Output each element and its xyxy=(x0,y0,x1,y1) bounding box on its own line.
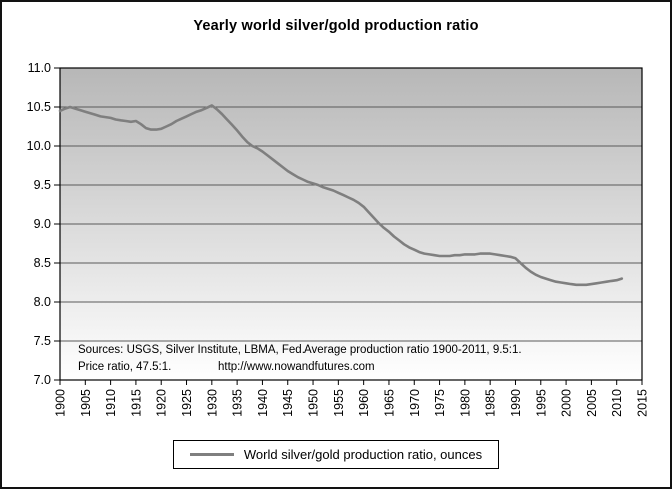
svg-text:1955: 1955 xyxy=(332,389,346,417)
svg-text:11.0: 11.0 xyxy=(28,61,51,75)
svg-text:7.0: 7.0 xyxy=(34,373,51,387)
svg-text:1915: 1915 xyxy=(129,389,143,417)
series-line xyxy=(58,104,624,287)
legend-line-marker xyxy=(189,453,234,456)
svg-text:1930: 1930 xyxy=(205,389,219,417)
svg-text:2000: 2000 xyxy=(560,389,574,417)
chart-title: Yearly world silver/gold production rati… xyxy=(193,18,479,34)
svg-text:9.5: 9.5 xyxy=(34,178,51,192)
svg-text:1910: 1910 xyxy=(104,389,118,417)
legend-box: World silver/gold production ratio, ounc… xyxy=(172,440,500,469)
svg-text:1990: 1990 xyxy=(509,389,523,417)
svg-text:Average production ratio 1900-: Average production ratio 1900-2011, 9.5:… xyxy=(304,344,522,356)
svg-text:1960: 1960 xyxy=(357,389,371,417)
legend: World silver/gold production ratio, ounc… xyxy=(2,440,670,469)
svg-text:1940: 1940 xyxy=(256,389,270,417)
svg-text:10.5: 10.5 xyxy=(27,100,51,114)
svg-text:1980: 1980 xyxy=(458,389,472,417)
svg-text:1995: 1995 xyxy=(534,389,548,417)
svg-text:2005: 2005 xyxy=(585,389,599,417)
svg-text:8.5: 8.5 xyxy=(34,256,51,270)
legend-label: World silver/gold production ratio, ounc… xyxy=(243,447,483,462)
svg-text:http://www.nowandfutures.com: http://www.nowandfutures.com xyxy=(218,361,375,373)
svg-text:Sources: USGS, Silver Institut: Sources: USGS, Silver Institute, LBMA, F… xyxy=(78,344,305,356)
svg-text:2010: 2010 xyxy=(610,389,624,417)
svg-text:2015: 2015 xyxy=(636,389,650,417)
svg-text:1935: 1935 xyxy=(231,389,245,417)
svg-text:1905: 1905 xyxy=(79,389,93,417)
chart-plot-area: 11.0 10.5 10.0 9.5 9.0 8.5 8.0 7.5 7.0 1900 1905 19… xyxy=(2,48,670,426)
svg-text:1925: 1925 xyxy=(180,389,194,417)
svg-text:1970: 1970 xyxy=(408,389,422,417)
svg-text:1975: 1975 xyxy=(433,389,447,417)
svg-text:1965: 1965 xyxy=(382,389,396,417)
svg-text:1945: 1945 xyxy=(281,389,295,417)
svg-text:1950: 1950 xyxy=(307,389,321,417)
svg-text:10.0: 10.0 xyxy=(27,139,51,153)
svg-text:9.0: 9.0 xyxy=(34,217,51,231)
svg-text:Price ratio, 47.5:1.: Price ratio, 47.5:1. xyxy=(78,361,171,373)
svg-text:1985: 1985 xyxy=(484,389,498,417)
svg-text:7.5: 7.5 xyxy=(34,334,51,348)
svg-text:1900: 1900 xyxy=(54,389,68,417)
svg-text:1920: 1920 xyxy=(155,389,169,417)
svg-text:8.0: 8.0 xyxy=(34,295,51,309)
